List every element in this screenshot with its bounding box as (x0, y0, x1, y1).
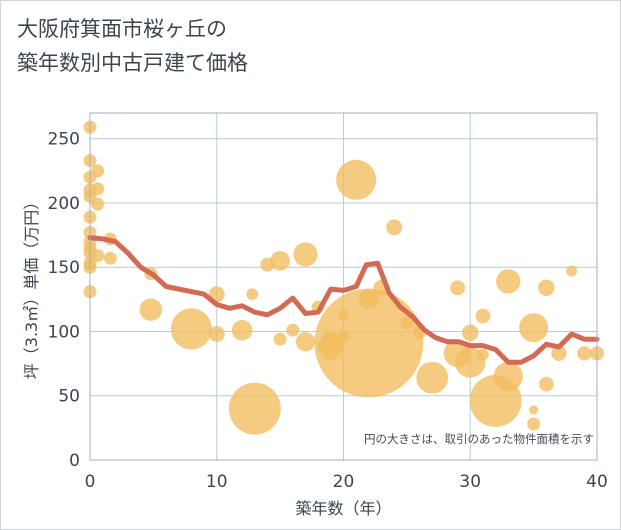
y-tick-label: 50 (58, 387, 80, 407)
bubble-point (231, 319, 253, 341)
x-axis-title: 築年数（年） (295, 499, 391, 518)
x-tick-label: 20 (333, 472, 355, 492)
bubble-point (91, 164, 105, 178)
plot-border (89, 112, 598, 461)
bubble-point (462, 324, 479, 341)
chart-title-line1: 大阪府箕面市桜ヶ丘の (17, 17, 227, 41)
chart-title-line2: 築年数別中古戸建て価格 (17, 51, 248, 75)
bubble-point (538, 376, 554, 392)
bubble-point (519, 313, 549, 343)
bubble-point (103, 251, 117, 265)
bubble-point (228, 382, 281, 435)
bubble-series (83, 120, 605, 435)
bubble-point (450, 280, 465, 296)
bubble-point (336, 159, 377, 200)
bubble-point (337, 308, 350, 321)
bubble-point (208, 326, 225, 343)
y-tick-label: 100 (48, 322, 80, 342)
bubble-point (577, 346, 592, 361)
bubble-point (529, 405, 539, 415)
x-tick-label: 0 (85, 472, 96, 492)
bubble-point (551, 345, 567, 362)
y-tick-label: 0 (69, 451, 80, 471)
bubble-point (358, 289, 380, 310)
bubble-point (91, 197, 105, 211)
y-axis-title: 坪（3.3㎡）単価（万円） (22, 194, 41, 379)
bubble-point (273, 332, 287, 346)
chart-title: 大阪府箕面市桜ヶ丘の 築年数別中古戸建て価格 (17, 12, 248, 80)
bubble-point (293, 242, 318, 267)
bubble-point (270, 250, 290, 271)
bubble-point (477, 348, 489, 361)
bubble-point (260, 257, 275, 272)
bubble-point (496, 269, 521, 294)
bubble-point (443, 339, 472, 368)
y-tick-label: 150 (48, 258, 80, 278)
bubble-point (493, 361, 523, 391)
bubble-point (416, 361, 449, 394)
tick-labels: 0 10 20 30 40 0 50 100 150 200 250 (48, 130, 608, 492)
bubble-point (91, 249, 105, 263)
bubble-size-note: 円の大きさは、取引のあった物件面積を示す (364, 432, 594, 446)
bubble-point (295, 332, 316, 352)
bubble-point (139, 298, 163, 321)
bubble-point (475, 308, 491, 324)
bubble-point (538, 279, 555, 297)
bubble-point (386, 219, 403, 236)
bubble-point (566, 265, 578, 277)
bubble-point (286, 323, 300, 337)
x-tick-label: 40 (586, 472, 608, 492)
y-tick-label: 200 (48, 194, 80, 214)
bubble-point (91, 182, 105, 196)
x-tick-label: 10 (206, 472, 228, 492)
bubble-point (527, 417, 541, 431)
bubble-point (337, 330, 350, 344)
bubble-point (321, 331, 341, 350)
bubble-point (246, 288, 259, 301)
y-tick-label: 250 (48, 130, 80, 150)
bubble-point (170, 308, 212, 350)
x-tick-label: 30 (459, 472, 481, 492)
bubble-point (400, 315, 414, 329)
average-price-line (87, 235, 600, 365)
